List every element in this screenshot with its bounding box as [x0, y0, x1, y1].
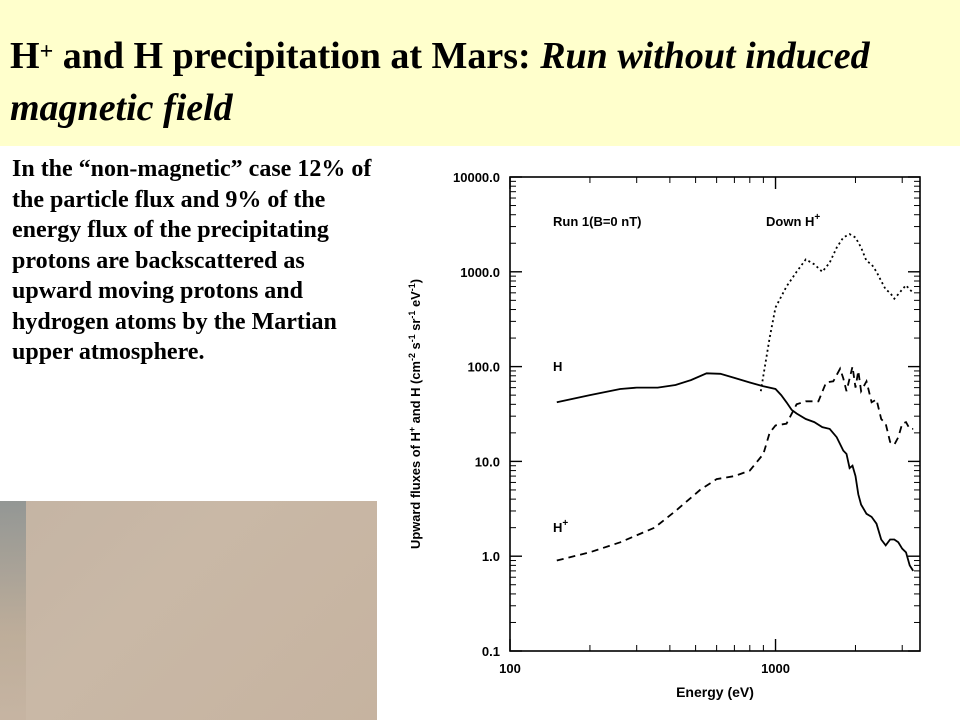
annotation-run: Run 1(B=0 nT)	[553, 214, 641, 229]
flux-chart: 0.1 1.0 10.0 100.0 1000.0 10000.0 100 1000 Ener…	[407, 170, 921, 700]
photo-edge	[0, 501, 26, 720]
series-line	[759, 233, 914, 392]
title-band	[0, 0, 960, 146]
y-tick-label: 10.0	[475, 454, 500, 469]
body-paragraph: In the “non-magnetic” case 12% of the pa…	[12, 156, 372, 365]
mars-surface-photo	[0, 501, 377, 720]
title-middle: and H precipitation at Mars:	[53, 35, 541, 77]
y-tick-label: 100.0	[467, 360, 500, 375]
x-axis-label: Energy (eV)	[676, 684, 754, 700]
title-italic: Run without induced magnetic field	[10, 35, 870, 129]
y-tick-label: 0.1	[482, 644, 500, 659]
y-tick-label: 1.0	[482, 549, 500, 564]
y-axis-label: Upward fluxes of H+ and H (cm-2 s-1 sr-1…	[407, 279, 423, 549]
title-main: H	[10, 35, 40, 77]
series-line	[556, 366, 914, 562]
x-tick-label: 1000	[761, 661, 790, 676]
title-superscript: +	[39, 39, 54, 65]
plot-frame	[509, 176, 921, 652]
annotation-down-h-plus: Down H+	[766, 212, 820, 229]
y-tick-label: 10000.0	[453, 170, 500, 185]
annotation-h-plus: H+	[553, 518, 568, 535]
series-line	[556, 372, 914, 572]
y-tick-label: 1000.0	[460, 265, 500, 280]
x-tick-label: 100	[499, 661, 521, 676]
annotation-h: H	[553, 359, 562, 374]
slide-title: H+ and H precipitation at Mars: Run with…	[10, 30, 950, 134]
